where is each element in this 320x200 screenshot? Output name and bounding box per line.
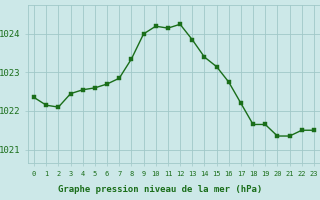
Text: Graphe pression niveau de la mer (hPa): Graphe pression niveau de la mer (hPa): [58, 184, 262, 194]
